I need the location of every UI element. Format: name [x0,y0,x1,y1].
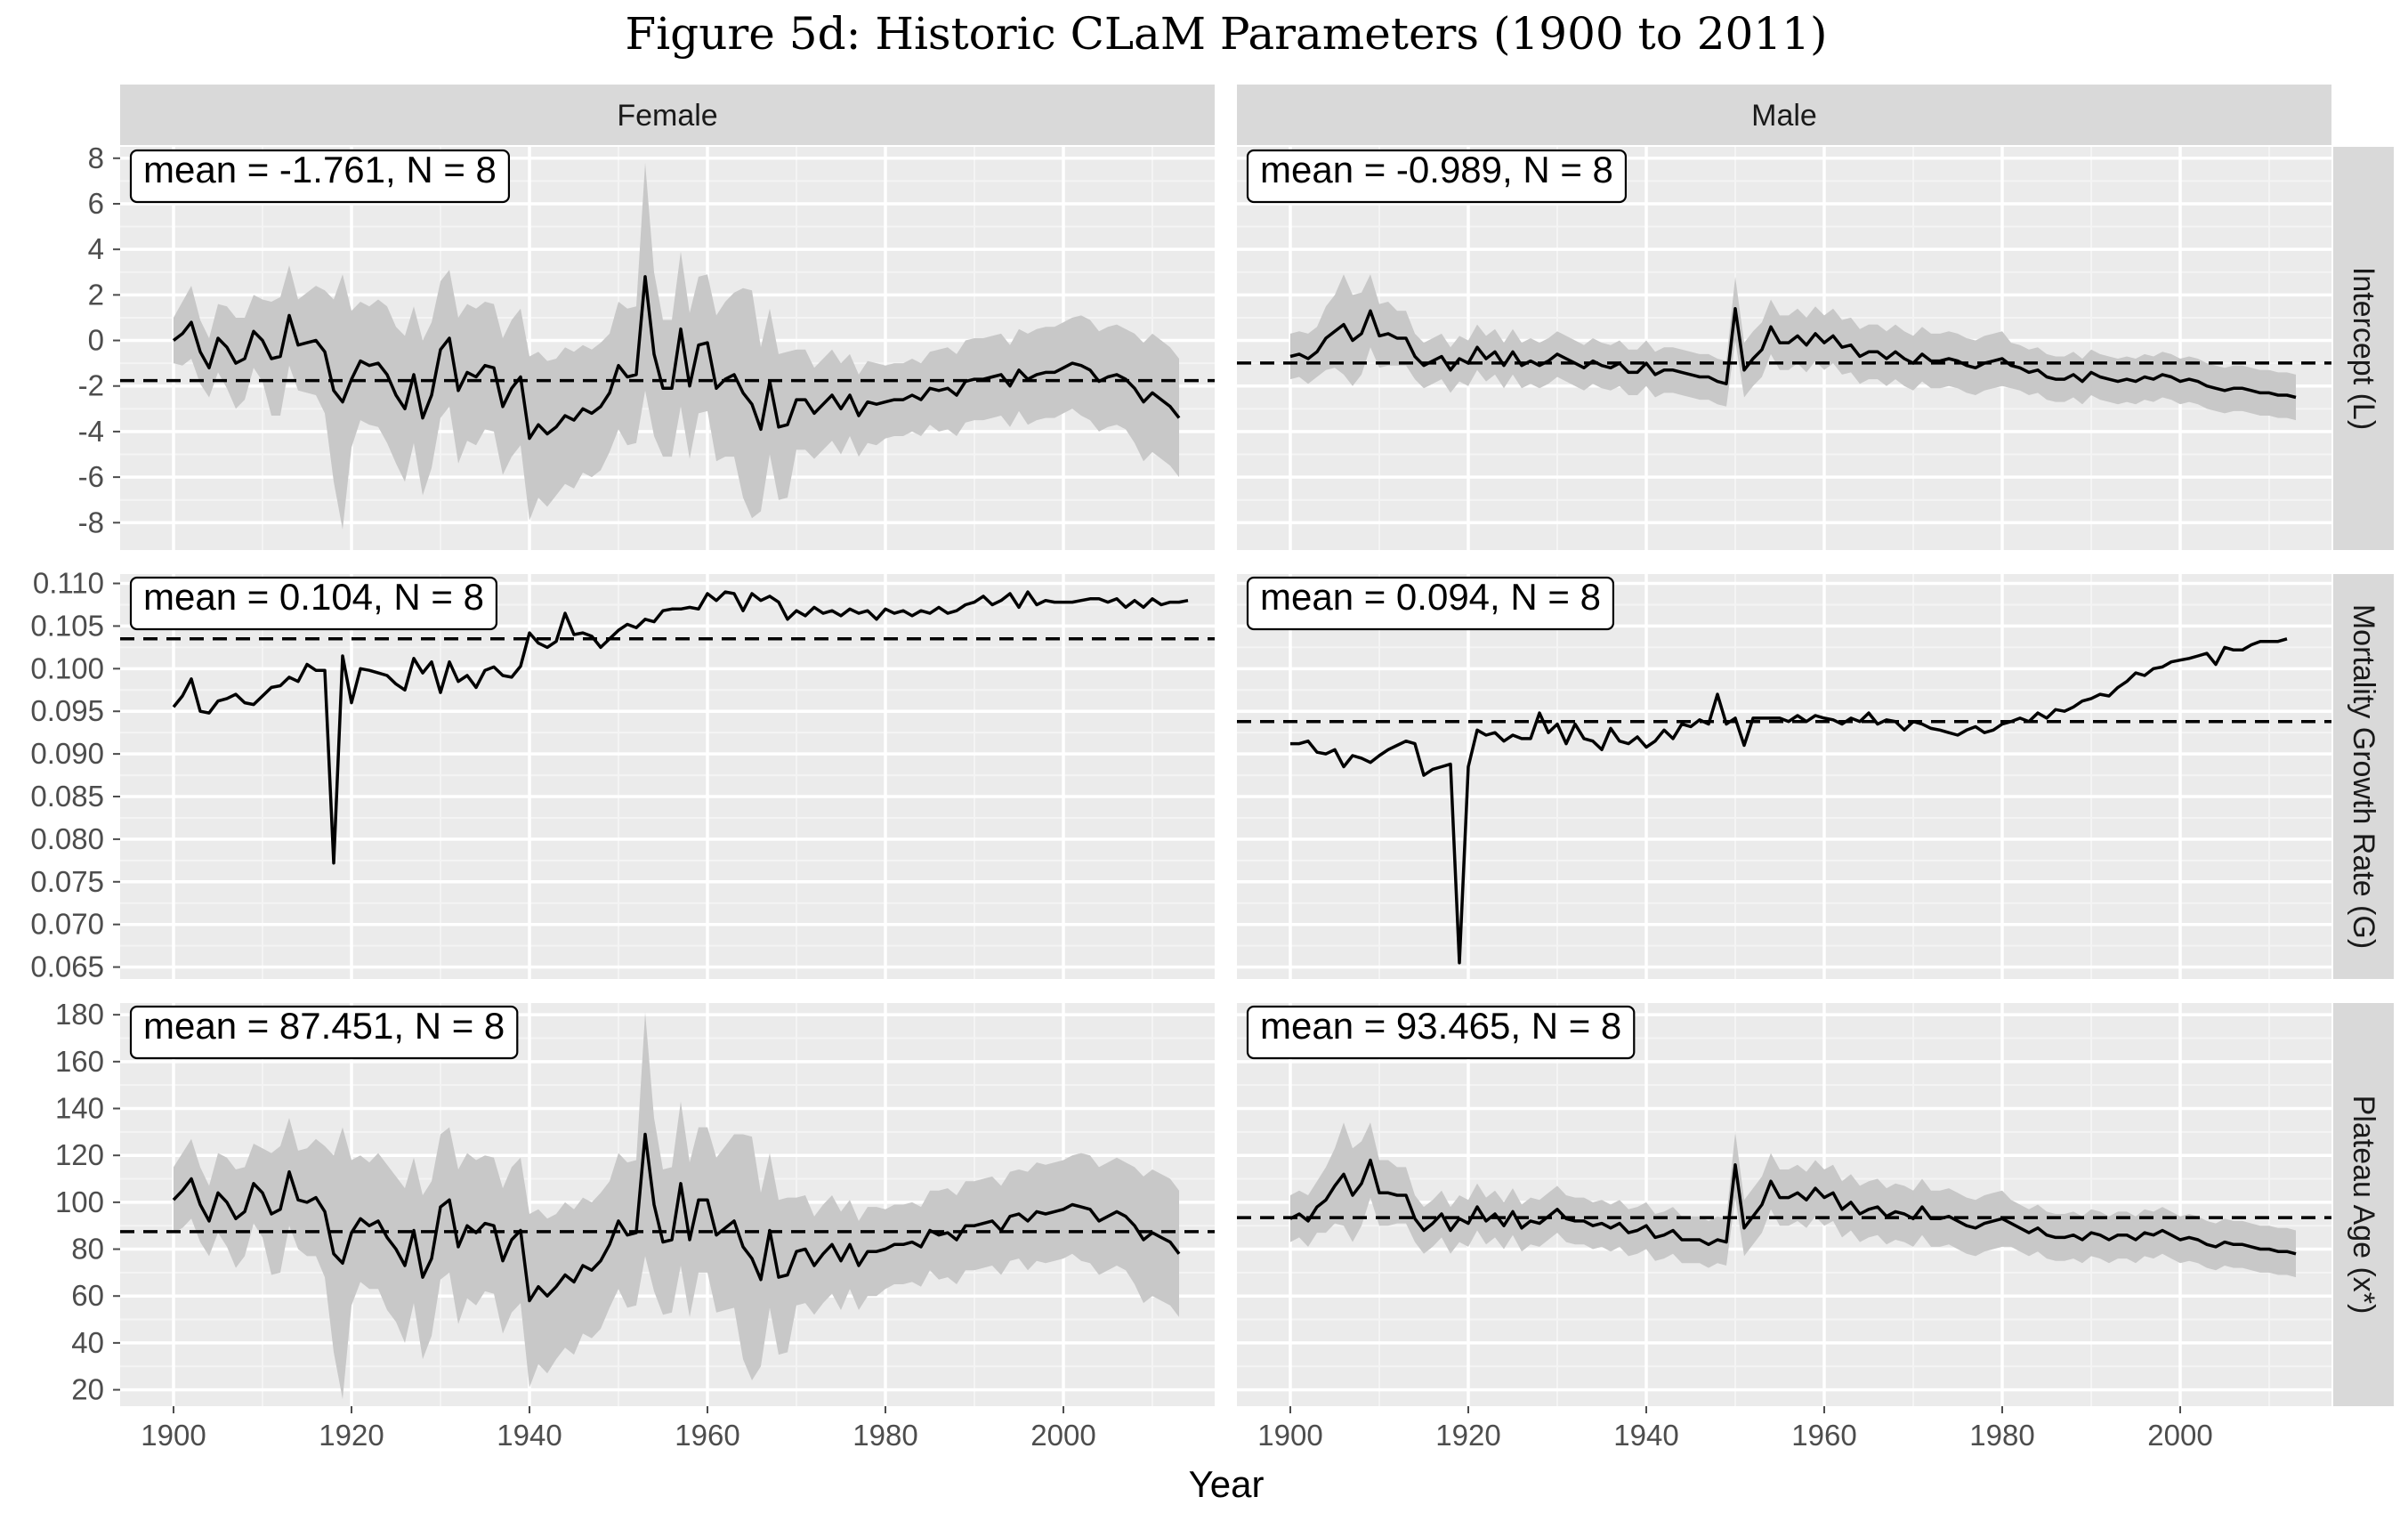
y-tick-label: 8 [88,142,104,174]
panel-female-mortality-growth-rate-g: mean = 0.104, N = 8 [120,574,1215,979]
confidence-band [174,162,1179,530]
x-tick-label: 1980 [852,1419,917,1452]
mean-annotation: mean = -1.761, N = 8 [129,149,511,204]
mean-annotation-box [129,1005,519,1060]
gridlines [1237,147,2331,550]
y-tick-label: 140 [55,1092,104,1125]
panel-background [120,574,1215,979]
strip-label-female: Female [617,99,717,133]
x-tick-label: 1980 [1969,1419,2034,1452]
mean-annotation-box [129,576,498,631]
mean-annotation-box [1246,1005,1636,1060]
strip-intercept-l [2333,147,2394,550]
mean-annotation: mean = 0.104, N = 8 [129,576,498,631]
plot-area [1237,274,2331,421]
series-line [172,275,1181,441]
gridlines [120,574,1215,979]
y-tick-label: 0.065 [30,951,104,983]
y-tick-label: 100 [55,1185,104,1218]
y-tick-label: -4 [78,415,104,448]
confidence-band [1290,274,2296,421]
mean-annotation-text: mean = 0.094, N = 8 [1260,576,1601,618]
mean-annotation: mean = 87.451, N = 8 [129,1005,519,1060]
y-tick-label: 6 [88,187,104,220]
y-tick-label: 2 [88,278,104,311]
mean-annotation-box [129,149,511,204]
panel-male-plateau-age-x: mean = 93.465, N = 8 [1237,1003,2331,1406]
x-tick-label: 2000 [1030,1419,1095,1452]
plot-area [1237,637,2331,965]
x-axis-title: Year [1189,1463,1265,1505]
panel-male-intercept-l: mean = -0.989, N = 8 [1237,147,2331,550]
mean-annotation-text: mean = 0.104, N = 8 [143,576,484,618]
chart-title: Figure 5d: Historic CLaM Parameters (190… [626,8,1828,60]
y-tick-label: -2 [78,369,104,402]
strip-label-male: Male [1751,99,1817,133]
y-tick-label: 160 [55,1045,104,1078]
x-tick-label: 1920 [319,1419,384,1452]
y-tick-label: 180 [55,998,104,1031]
y-tick-label: 0.100 [30,651,104,684]
series-line [1289,1158,2297,1256]
y-tick-label: 80 [71,1233,104,1266]
mean-annotation: mean = 0.094, N = 8 [1246,576,1615,631]
mean-annotation-text: mean = 87.451, N = 8 [143,1005,505,1047]
x-tick-label: 1900 [141,1419,206,1452]
x-tick-label: 2000 [2147,1419,2212,1452]
strip-mortality-growth-rate-g [2333,574,2394,979]
series-line [1289,306,2297,400]
panel-background [1237,574,2331,979]
mean-annotation: mean = 93.465, N = 8 [1246,1005,1636,1060]
plot-area [1237,1122,2331,1278]
x-tick-label: 1900 [1257,1419,1322,1452]
y-tick-label: 0 [88,324,104,357]
confidence-band [1290,1122,2296,1278]
y-tick-label: 0.080 [30,822,104,855]
strip-plateau-age-x [2333,1003,2394,1406]
plot-area [120,1012,1215,1400]
strip-female [120,85,1215,145]
strip-label-intercept-l: Intercept (L) [2347,267,2380,430]
x-tick-label: 1920 [1435,1419,1500,1452]
series-line [1290,637,2288,965]
mean-annotation-text: mean = -1.761, N = 8 [143,149,497,190]
y-tick-label: 0.095 [30,694,104,727]
y-tick-label: 0.070 [30,908,104,941]
y-tick-label: 0.090 [30,737,104,770]
y-tick-label: -6 [78,460,104,493]
mean-annotation-text: mean = -0.989, N = 8 [1260,149,1613,190]
panel-female-intercept-l: mean = -1.761, N = 8 [120,147,1215,550]
series-line [172,590,1189,865]
y-tick-label: 0.085 [30,780,104,813]
y-tick-label: 0.075 [30,865,104,898]
mean-annotation-text: mean = 93.465, N = 8 [1260,1005,1621,1047]
x-tick-label: 1940 [497,1419,562,1452]
plot-area [120,590,1215,865]
y-tick-label: 120 [55,1138,104,1171]
y-tick-label: 40 [71,1326,104,1359]
strip-label-plateau-age-x: Plateau Age (x*) [2347,1096,2380,1315]
gridlines [1237,574,2331,979]
mean-annotation: mean = -0.989, N = 8 [1246,149,1628,204]
plot-area [120,162,1215,530]
y-tick-label: 0.105 [30,609,104,642]
panel-female-plateau-age-x: mean = 87.451, N = 8 [120,1003,1215,1406]
y-tick-label: -8 [78,506,104,538]
strip-label-mortality-growth-rate-g: Mortality Growth Rate (G) [2347,604,2380,949]
x-tick-label: 1960 [1791,1419,1856,1452]
mean-annotation-box [1246,576,1615,631]
x-tick-label: 1960 [675,1419,739,1452]
y-tick-label: 4 [88,232,104,265]
panel-male-mortality-growth-rate-g: mean = 0.094, N = 8 [1237,574,2331,979]
series-line [172,1132,1181,1303]
strip-male [1237,85,2331,145]
x-tick-label: 1940 [1613,1419,1678,1452]
y-tick-label: 20 [71,1373,104,1406]
y-tick-label: 60 [71,1279,104,1312]
mean-annotation-box [1246,149,1628,204]
y-tick-label: 0.110 [33,567,104,600]
